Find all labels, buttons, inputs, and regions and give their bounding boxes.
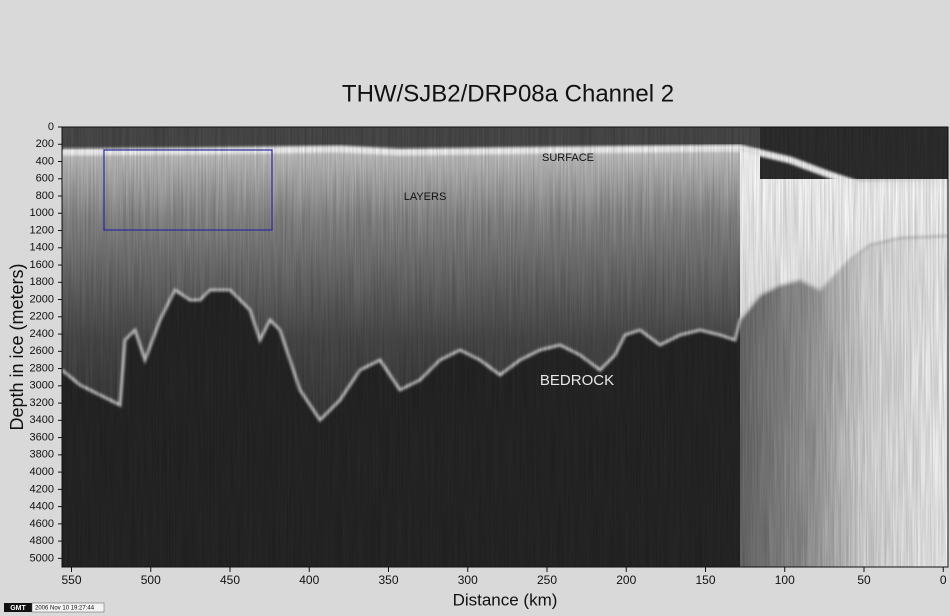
stamp-time: 2006 Nov 10 19:27:44 (35, 606, 95, 612)
radar-texture (62, 127, 948, 567)
stamp-label: GMT (10, 605, 26, 612)
x-tick-label: 550 (61, 573, 81, 587)
y-tick-label: 600 (36, 173, 54, 185)
x-tick-label: 150 (695, 573, 715, 587)
y-tick-label: 1800 (30, 276, 54, 288)
y-tick-label: 1000 (30, 207, 54, 219)
x-tick-label: 250 (537, 573, 557, 587)
y-tick-label: 4400 (30, 501, 54, 513)
annotation: LAYERS (404, 191, 447, 203)
y-tick-label: 3200 (30, 397, 54, 409)
echogram: SURFACE LAYERS BEDROCK (62, 127, 948, 567)
plot-frame (61, 126, 949, 568)
y-tick-label: 3600 (30, 431, 54, 443)
x-tick-label: 350 (378, 573, 398, 587)
x-tick-label: 100 (775, 573, 795, 587)
y-tick-label: 4000 (30, 466, 54, 478)
y-tick-label: 5000 (30, 552, 54, 564)
y-tick-label: 1600 (30, 259, 54, 271)
y-tick-label: 2400 (30, 328, 54, 340)
annotation: SURFACE (542, 152, 594, 164)
chart-title: THW/SJB2/DRP08a Channel 2 (342, 80, 674, 107)
y-tick-label: 4800 (30, 535, 54, 547)
y-tick-label: 800 (36, 190, 54, 202)
y-tick-label: 1200 (30, 224, 54, 236)
y-tick-label: 1400 (30, 242, 54, 254)
y-tick-label: 4600 (30, 518, 54, 530)
x-tick-label: 500 (141, 573, 161, 587)
x-tick-label: 50 (857, 573, 871, 587)
x-tick-label: 450 (220, 573, 240, 587)
y-tick-label: 3800 (30, 449, 54, 461)
y-tick-label: 2000 (30, 293, 54, 305)
y-tick-label: 2600 (30, 345, 54, 357)
y-tick-label: 2800 (30, 362, 54, 374)
y-tick-label: 0 (48, 121, 54, 133)
x-tick-label: 300 (458, 573, 478, 587)
annotation: BEDROCK (540, 372, 614, 389)
y-tick-label: 2200 (30, 311, 54, 323)
y-tick-label: 200 (36, 138, 54, 150)
highlight-box (103, 149, 273, 231)
x-tick-label: 0 (940, 573, 947, 587)
stamp-time-box (31, 602, 105, 613)
x-tick-label: 400 (299, 573, 319, 587)
x-axis-title: Distance (km) (453, 590, 558, 609)
y-axis-title: Depth in ice (meters) (7, 263, 27, 430)
y-tick-label: 400 (36, 155, 54, 167)
y-tick-label: 4200 (30, 483, 54, 495)
stamp-box (4, 603, 32, 612)
x-tick-label: 200 (616, 573, 636, 587)
y-tick-label: 3000 (30, 380, 54, 392)
y-tick-label: 3400 (30, 414, 54, 426)
